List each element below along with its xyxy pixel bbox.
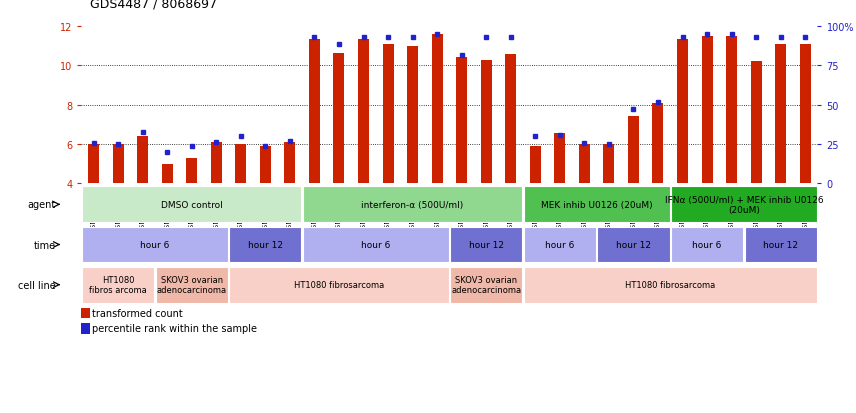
Bar bbox=[88, 145, 99, 184]
Text: percentile rank within the sample: percentile rank within the sample bbox=[92, 324, 257, 334]
Text: transformed count: transformed count bbox=[92, 309, 182, 318]
Text: SKOV3 ovarian
adenocarcinoma: SKOV3 ovarian adenocarcinoma bbox=[451, 275, 521, 294]
Text: HT1080 fibrosarcoma: HT1080 fibrosarcoma bbox=[294, 280, 384, 290]
Bar bbox=[671, 227, 743, 263]
Text: DMSO control: DMSO control bbox=[161, 200, 223, 209]
Bar bbox=[726, 37, 737, 184]
Text: hour 6: hour 6 bbox=[361, 240, 390, 249]
Text: hour 6: hour 6 bbox=[140, 240, 169, 249]
Bar bbox=[481, 61, 491, 184]
Bar bbox=[81, 308, 90, 319]
Text: hour 12: hour 12 bbox=[764, 240, 798, 249]
Bar bbox=[334, 54, 344, 184]
Bar bbox=[260, 147, 270, 184]
Text: interferon-α (500U/ml): interferon-α (500U/ml) bbox=[361, 200, 464, 209]
Text: HT1080 fibrosarcoma: HT1080 fibrosarcoma bbox=[625, 280, 716, 290]
Bar bbox=[82, 227, 228, 263]
Bar bbox=[137, 137, 148, 184]
Text: agent: agent bbox=[27, 200, 56, 210]
Text: hour 6: hour 6 bbox=[545, 240, 574, 249]
Bar bbox=[187, 158, 197, 184]
Text: IFNα (500U/ml) + MEK inhib U0126
(20uM): IFNα (500U/ml) + MEK inhib U0126 (20uM) bbox=[664, 195, 823, 214]
Bar bbox=[229, 227, 301, 263]
Bar bbox=[579, 145, 590, 184]
Bar bbox=[776, 45, 786, 184]
Bar bbox=[800, 45, 811, 184]
Bar bbox=[597, 227, 669, 263]
Bar bbox=[211, 142, 222, 184]
Bar bbox=[235, 145, 247, 184]
Bar bbox=[450, 267, 522, 303]
Bar bbox=[431, 35, 443, 184]
Bar bbox=[505, 55, 516, 184]
Bar bbox=[555, 134, 565, 184]
Bar bbox=[524, 187, 669, 223]
Bar bbox=[309, 40, 320, 184]
Bar bbox=[671, 187, 817, 223]
Bar bbox=[229, 267, 449, 303]
Text: hour 12: hour 12 bbox=[469, 240, 503, 249]
Bar bbox=[284, 142, 295, 184]
Bar bbox=[383, 45, 394, 184]
Bar bbox=[82, 267, 154, 303]
Text: MEK inhib U0126 (20uM): MEK inhib U0126 (20uM) bbox=[541, 200, 652, 209]
Text: GDS4487 / 8068697: GDS4487 / 8068697 bbox=[90, 0, 217, 10]
Text: cell line: cell line bbox=[18, 280, 56, 290]
Bar bbox=[603, 145, 615, 184]
Bar bbox=[156, 267, 228, 303]
Bar bbox=[303, 187, 522, 223]
Bar bbox=[358, 40, 369, 184]
Bar bbox=[81, 323, 90, 334]
Bar bbox=[530, 147, 541, 184]
Bar bbox=[628, 117, 639, 184]
Bar bbox=[677, 40, 688, 184]
Bar bbox=[652, 103, 663, 184]
Bar bbox=[113, 145, 123, 184]
Text: hour 12: hour 12 bbox=[616, 240, 651, 249]
Bar bbox=[524, 227, 596, 263]
Text: HT1080
fibros arcoma: HT1080 fibros arcoma bbox=[89, 275, 147, 294]
Bar bbox=[407, 47, 418, 184]
Bar bbox=[745, 227, 817, 263]
Bar bbox=[82, 187, 301, 223]
Bar bbox=[524, 267, 817, 303]
Bar bbox=[751, 62, 762, 184]
Bar bbox=[303, 227, 449, 263]
Text: hour 12: hour 12 bbox=[248, 240, 282, 249]
Text: time: time bbox=[33, 240, 56, 250]
Text: SKOV3 ovarian
adenocarcinoma: SKOV3 ovarian adenocarcinoma bbox=[157, 275, 227, 294]
Bar bbox=[702, 37, 712, 184]
Bar bbox=[162, 164, 173, 184]
Text: hour 6: hour 6 bbox=[693, 240, 722, 249]
Bar bbox=[456, 58, 467, 184]
Bar bbox=[450, 227, 522, 263]
